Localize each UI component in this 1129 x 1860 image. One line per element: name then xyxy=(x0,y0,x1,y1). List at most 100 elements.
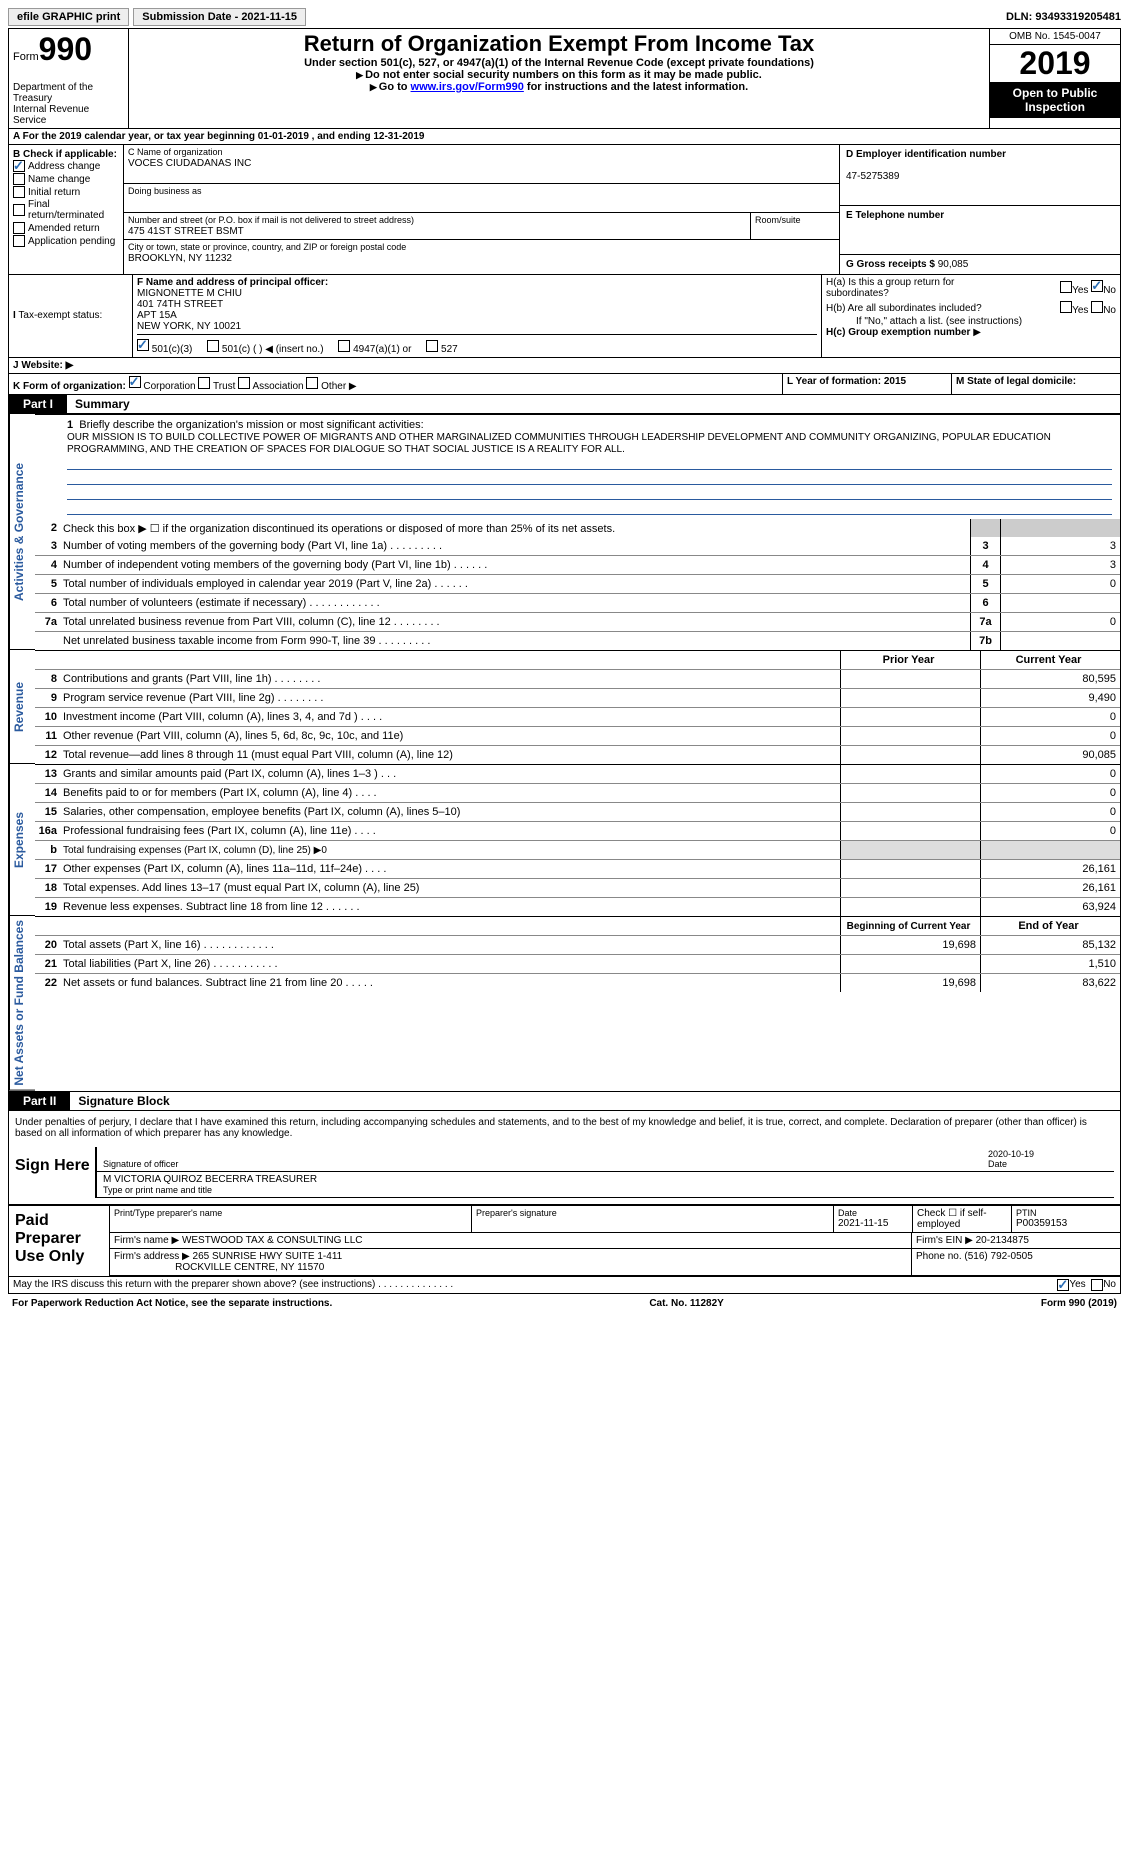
l20-prior: 19,698 xyxy=(840,936,980,954)
initial-return-checkbox[interactable] xyxy=(13,186,25,198)
cat-number: Cat. No. 11282Y xyxy=(649,1298,723,1309)
hb-yes: Yes xyxy=(1072,305,1088,316)
form-label: Form xyxy=(13,51,39,63)
efile-button[interactable]: efile GRAPHIC print xyxy=(8,8,129,26)
527-checkbox[interactable] xyxy=(426,340,438,352)
line-15: 15Salaries, other compensation, employee… xyxy=(35,802,1120,821)
line-20: 20Total assets (Part X, line 16) . . . .… xyxy=(35,935,1120,954)
submission-date: Submission Date - 2021-11-15 xyxy=(133,8,306,26)
corp-label: Corporation xyxy=(143,381,195,392)
section-bcd: B Check if applicable: Address change Na… xyxy=(9,144,1120,274)
print-name-label: Print/Type preparer's name xyxy=(114,1208,467,1218)
501c3-checkbox[interactable] xyxy=(137,339,149,351)
l10-desc: Investment income (Part VIII, column (A)… xyxy=(63,711,840,723)
addr-label: Number and street (or P.O. box if mail i… xyxy=(128,215,414,225)
line-17: 17Other expenses (Part IX, column (A), l… xyxy=(35,859,1120,878)
preparer-row-1: Print/Type preparer's name Preparer's si… xyxy=(109,1206,1120,1233)
dln-label: DLN: 93493319205481 xyxy=(1006,11,1121,23)
form990-link[interactable]: www.irs.gov/Form990 xyxy=(411,81,524,93)
4947-checkbox[interactable] xyxy=(338,340,350,352)
l11-val: 0 xyxy=(980,727,1120,745)
line-7b: Net unrelated business taxable income fr… xyxy=(35,631,1120,650)
discuss-yes-checkbox[interactable] xyxy=(1057,1279,1069,1291)
amended-checkbox[interactable] xyxy=(13,222,25,234)
goto-post: for instructions and the latest informat… xyxy=(524,81,748,93)
prep-date-label: Date xyxy=(838,1208,908,1218)
line-19: 19Revenue less expenses. Subtract line 1… xyxy=(35,897,1120,916)
firm-addr1: 265 SUNRISE HWY SUITE 1-411 xyxy=(193,1251,343,1262)
col-d: D Employer identification number 47-5275… xyxy=(840,145,1120,274)
application-label: Application pending xyxy=(28,236,115,247)
begin-year-header: Beginning of Current Year xyxy=(840,917,980,935)
l10-val: 0 xyxy=(980,708,1120,726)
form-id-box: Form990 Department of the Treasury Inter… xyxy=(9,29,129,128)
application-checkbox[interactable] xyxy=(13,235,25,247)
discuss-row: May the IRS discuss this return with the… xyxy=(9,1276,1120,1293)
title-center: Return of Organization Exempt From Incom… xyxy=(129,29,990,128)
ha-yes-checkbox[interactable] xyxy=(1060,281,1072,293)
trust-label: Trust xyxy=(213,381,235,392)
officer-city: NEW YORK, NY 10021 xyxy=(137,321,241,332)
officer-name: MIGNONETTE M CHIU xyxy=(137,288,242,299)
ein-value: 47-5275389 xyxy=(846,171,899,182)
open-public-badge: Open to Public Inspection xyxy=(990,82,1120,118)
corp-checkbox[interactable] xyxy=(129,376,141,388)
discuss-no-checkbox[interactable] xyxy=(1091,1279,1103,1291)
hb-yes-checkbox[interactable] xyxy=(1060,301,1072,313)
line-9: 9Program service revenue (Part VIII, lin… xyxy=(35,688,1120,707)
address-change-checkbox[interactable] xyxy=(13,160,25,172)
line-10: 10Investment income (Part VIII, column (… xyxy=(35,707,1120,726)
activities-content: 1 Briefly describe the organization's mi… xyxy=(35,414,1120,650)
l7b-desc: Net unrelated business taxable income fr… xyxy=(63,633,970,649)
other-checkbox[interactable] xyxy=(306,377,318,389)
part1-title: Summary xyxy=(67,397,130,411)
l19-val: 63,924 xyxy=(980,898,1120,916)
line-22: 22Net assets or fund balances. Subtract … xyxy=(35,973,1120,992)
line-4: 4Number of independent voting members of… xyxy=(35,555,1120,574)
l14-val: 0 xyxy=(980,784,1120,802)
begin-end-header: Beginning of Current Year End of Year xyxy=(35,917,1120,935)
col-f: F Name and address of principal officer:… xyxy=(133,275,822,357)
ha-yes: Yes xyxy=(1072,285,1088,296)
mission-text: OUR MISSION IS TO BUILD COLLECTIVE POWER… xyxy=(67,432,1051,455)
firm-addr-label: Firm's address ▶ xyxy=(114,1251,190,1262)
firm-ein: 20-2134875 xyxy=(976,1235,1029,1246)
l9-desc: Program service revenue (Part VIII, line… xyxy=(63,692,840,704)
hb-no: No xyxy=(1103,305,1116,316)
hb-label: H(b) Are all subordinates included? xyxy=(826,303,982,314)
line-7a: 7aTotal unrelated business revenue from … xyxy=(35,612,1120,631)
gross-receipts-label: G Gross receipts $ xyxy=(846,259,935,270)
discuss-yes: Yes xyxy=(1069,1279,1085,1290)
l18-desc: Total expenses. Add lines 13–17 (must eq… xyxy=(63,882,840,894)
ha-no-checkbox[interactable] xyxy=(1091,280,1103,292)
right-box: OMB No. 1545-0047 2019 Open to Public In… xyxy=(990,29,1120,128)
sig-officer-row: Signature of officer 2020-10-19Date xyxy=(97,1147,1114,1172)
l16a-val: 0 xyxy=(980,822,1120,840)
hb-no-checkbox[interactable] xyxy=(1091,301,1103,313)
trust-checkbox[interactable] xyxy=(198,377,210,389)
final-return-checkbox[interactable] xyxy=(13,204,25,216)
l17-val: 26,161 xyxy=(980,860,1120,878)
sub-title-1: Under section 501(c), 527, or 4947(a)(1)… xyxy=(133,57,985,69)
501c-checkbox[interactable] xyxy=(207,340,219,352)
l21-desc: Total liabilities (Part X, line 26) . . … xyxy=(63,958,840,970)
assoc-checkbox[interactable] xyxy=(238,377,250,389)
l7a-val: 0 xyxy=(1000,613,1120,631)
name-change-checkbox[interactable] xyxy=(13,173,25,185)
line-1: 1 Briefly describe the organization's mi… xyxy=(35,415,1120,519)
l13-val: 0 xyxy=(980,765,1120,783)
sig-date-label: Date xyxy=(988,1159,1007,1169)
summary-grid: Activities & Governance 1 Briefly descri… xyxy=(9,414,1120,1091)
officer-addr1: 401 74TH STREET xyxy=(137,299,223,310)
irs-label: Internal Revenue Service xyxy=(13,104,124,126)
501c-label: 501(c) ( ) ◀ (insert no.) xyxy=(222,344,324,355)
l2-desc: Check this box ▶ ☐ if the organization d… xyxy=(63,520,970,537)
self-employed: Check ☐ if self-employed xyxy=(917,1208,987,1230)
side-activities: Activities & Governance xyxy=(9,414,35,650)
l22-prior: 19,698 xyxy=(840,974,980,992)
underline-4 xyxy=(67,500,1112,515)
name-change-label: Name change xyxy=(28,174,90,185)
sub-title-3: Go to www.irs.gov/Form990 for instructio… xyxy=(133,81,985,93)
line-5: 5Total number of individuals employed in… xyxy=(35,574,1120,593)
row-a-text: For the 2019 calendar year, or tax year … xyxy=(23,131,425,142)
